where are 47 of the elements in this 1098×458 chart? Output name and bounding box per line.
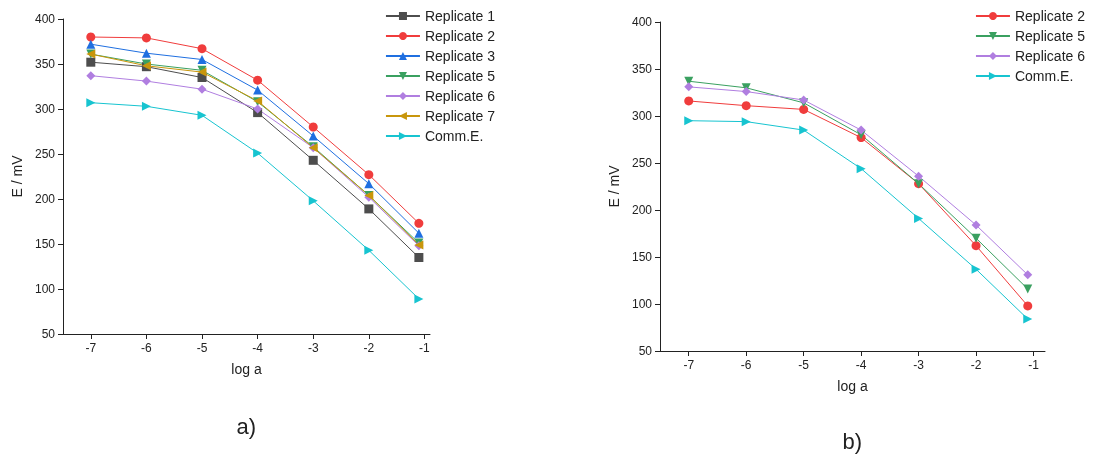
- x-tick-label: -3: [307, 341, 319, 355]
- x-tick-label: -4: [252, 341, 264, 355]
- x-tick-label: -3: [913, 358, 925, 372]
- x-tick-label: -4: [855, 358, 867, 372]
- legend-label: Replicate 6: [1014, 48, 1086, 64]
- y-tick-label: 250: [631, 156, 653, 170]
- y-tick-label: 400: [34, 12, 56, 26]
- legend-label: Replicate 3: [424, 48, 496, 64]
- legend-label: Replicate 1: [424, 8, 496, 24]
- y-tick-label: 300: [631, 109, 653, 123]
- x-axis-title: log a: [837, 378, 868, 394]
- x-tick-label: -1: [1028, 358, 1040, 372]
- y-tick-label: 350: [34, 57, 56, 71]
- text: a): [236, 413, 257, 439]
- legend-label: Comm.E.: [1014, 68, 1074, 84]
- y-tick-label: 150: [34, 237, 56, 251]
- x-axis-title: log a: [231, 361, 262, 377]
- y-tick-label: 100: [631, 297, 653, 311]
- x-tick-label: -7: [85, 341, 97, 355]
- y-tick-label: 50: [638, 344, 653, 358]
- x-tick-label: -6: [740, 358, 752, 372]
- legend-label: Replicate 2: [424, 28, 496, 44]
- y-axis-title: E / mV: [606, 164, 623, 208]
- x-tick-label: -2: [363, 341, 375, 355]
- x-tick-label: -2: [970, 358, 982, 372]
- y-tick-label: 100: [34, 282, 56, 296]
- legend-label: Replicate 6: [424, 88, 496, 104]
- x-tick-label: -1: [419, 341, 431, 355]
- legend-label: Replicate 7: [424, 108, 496, 124]
- x-tick-label: -7: [683, 358, 695, 372]
- y-tick-label: 200: [34, 192, 56, 206]
- y-tick-label: 250: [34, 147, 56, 161]
- y-tick-label: 400: [631, 15, 653, 29]
- y-tick-label: 150: [631, 250, 653, 264]
- legend-label: Comm.E.: [424, 128, 484, 144]
- x-tick-label: -5: [196, 341, 208, 355]
- y-tick-label: 300: [34, 102, 56, 116]
- y-axis-title: E / mV: [9, 154, 26, 198]
- text: b): [842, 428, 863, 454]
- legend-label: Replicate 5: [424, 68, 496, 84]
- y-tick-label: 50: [41, 327, 56, 341]
- x-tick-label: -5: [798, 358, 810, 372]
- y-tick-label: 200: [631, 203, 653, 217]
- x-tick-label: -6: [141, 341, 153, 355]
- y-tick-label: 350: [631, 62, 653, 76]
- legend-label: Replicate 5: [1014, 28, 1086, 44]
- legend-label: Replicate 2: [1014, 8, 1086, 24]
